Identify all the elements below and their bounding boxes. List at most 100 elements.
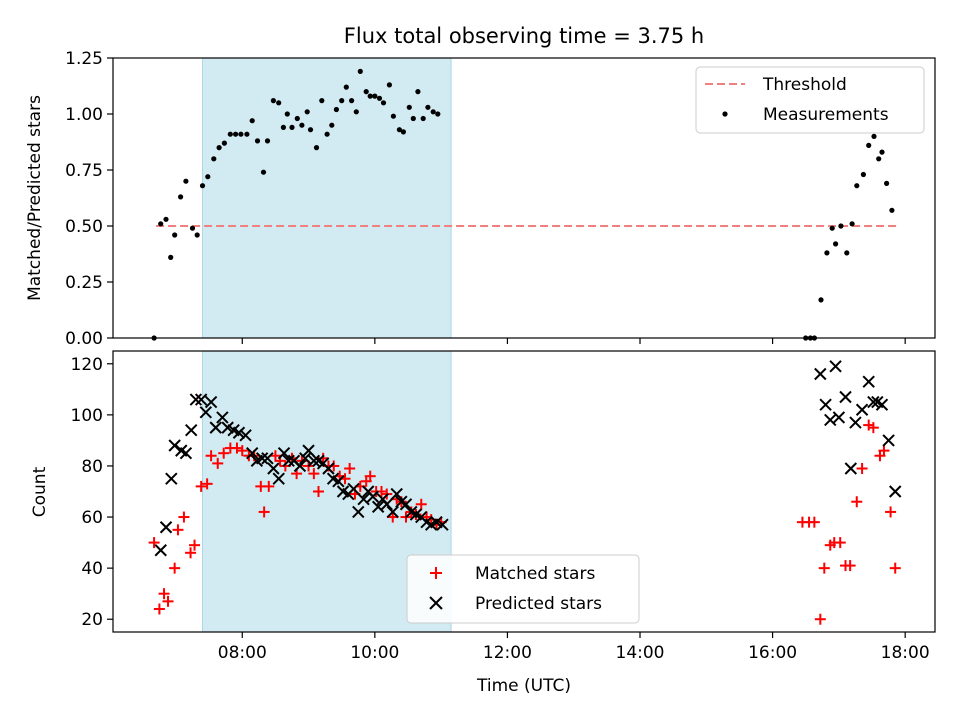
matched-star-point-9: [195, 480, 207, 492]
predicted-star-point-19: [255, 452, 269, 465]
top-y-axis-label: Matched/Predicted stars: [25, 95, 45, 301]
top-y-axis: 0.00 0.25 0.50 0.75 1.00 1.25: [65, 49, 113, 349]
measurement-point-18: [249, 118, 255, 124]
measurement-point-36: [339, 98, 345, 104]
measurement-point-34: [329, 122, 335, 128]
predicted-star-point-7: [189, 393, 203, 406]
measurement-point-41: [363, 89, 369, 95]
measurement-point-55: [430, 109, 436, 115]
x-tick-label-1: 10:00: [350, 643, 399, 663]
matched-star-point-8: [189, 539, 201, 551]
measurement-point-49: [400, 129, 406, 135]
predicted-star-point-48: [399, 498, 413, 511]
predicted-star-point-22: [272, 472, 285, 485]
measurement-point-24: [280, 124, 286, 130]
predicted-star-point-34: [332, 475, 345, 488]
measurement-point-68: [860, 171, 867, 178]
bottom-panel: 20 40 60 80 100 120 08:00 10:00 12:00 14:00 16:00…: [30, 350, 936, 696]
predicted-star-point-62: [844, 462, 858, 475]
predicted-star-point-2: [165, 472, 178, 485]
matched-star-point-4: [169, 562, 181, 574]
measurement-point-60: [818, 297, 824, 303]
predicted-star-point-63: [849, 416, 862, 429]
matched-star-point-15: [231, 442, 243, 454]
measurement-point-22: [270, 98, 276, 104]
measurement-point-54: [425, 104, 431, 110]
measurement-point-69: [866, 142, 872, 148]
measurement-point-6: [183, 178, 189, 184]
measurement-point-51: [410, 115, 416, 122]
measurement-point-70: [871, 133, 877, 139]
predicted-star-point-66: [867, 395, 880, 409]
top-x-ticks: [241, 338, 906, 344]
bottom-legend: Matched stars Predicted stars: [406, 554, 640, 624]
bottom-legend-box: [406, 554, 640, 624]
matched-star-point-12: [212, 457, 224, 469]
predicted-star-point-45: [386, 505, 399, 519]
matched-star-point-5: [172, 524, 184, 536]
bottom-y-tick-label-4: 100: [71, 406, 103, 426]
measurement-point-38: [349, 98, 355, 104]
top-y-tick-label-1: 0.25: [65, 273, 103, 293]
bottom-plot-frame: [112, 350, 936, 633]
predicted-star-point-55: [436, 518, 449, 531]
predicted-star-point-59: [829, 360, 842, 373]
matched-star-point-71: [885, 506, 897, 518]
x-tick-label-0: 08:00: [218, 643, 267, 663]
predicted-star-point-23: [277, 446, 291, 460]
measurement-point-26: [289, 124, 295, 130]
measurement-point-43: [372, 93, 378, 99]
measurement-point-20: [260, 169, 267, 175]
predicted-star-point-57: [819, 398, 832, 411]
predicted-star-point-20: [261, 452, 274, 465]
measurement-point-12: [216, 145, 222, 151]
matched-star-point-59: [818, 562, 830, 574]
measurement-point-25: [284, 111, 290, 117]
predicted-star-point-28: [302, 444, 315, 457]
predicted-star-point-65: [862, 375, 875, 388]
measurement-point-40: [357, 68, 363, 74]
measurement-point-8: [194, 232, 200, 238]
predicted-star-point-39: [357, 492, 370, 506]
top-y-tick-label-4: 1.00: [65, 105, 103, 125]
measurement-point-61: [824, 250, 830, 256]
x-tick-label-4: 16:00: [748, 643, 797, 663]
matched-star-point-40: [364, 470, 376, 482]
measurement-point-30: [307, 127, 314, 133]
legend-measurements-swatch: [722, 111, 728, 117]
measurement-point-29: [304, 109, 310, 115]
measurement-point-33: [324, 131, 330, 137]
measurement-point-53: [420, 115, 426, 122]
bottom-y-tick-label-1: 40: [81, 559, 103, 579]
predicted-star-point-24: [282, 454, 295, 468]
matched-star-point-7: [185, 547, 197, 559]
legend-matched-label: Matched stars: [475, 564, 595, 584]
measurement-point-17: [244, 131, 250, 137]
predicted-star-point-42: [371, 500, 385, 514]
measurement-point-63: [833, 241, 839, 247]
matched-star-point-16: [236, 445, 248, 457]
measurement-point-48: [396, 127, 402, 133]
predicted-star-point-15: [232, 426, 246, 439]
matched-star-point-3: [162, 595, 174, 607]
measurement-point-47: [390, 113, 396, 119]
measurement-point-74: [889, 207, 895, 213]
matched-star-point-68: [867, 422, 879, 434]
measurement-point-11: [211, 156, 217, 162]
x-tick-label-5: 18:00: [881, 643, 930, 663]
measurement-point-64: [838, 223, 844, 229]
predicted-star-point-41: [366, 490, 380, 503]
predicted-star-point-21: [267, 462, 280, 475]
matched-star-point-65: [851, 496, 863, 508]
legend-predicted-swatch: [429, 596, 443, 610]
bottom-y-axis-label: Count: [30, 466, 50, 517]
bottom-x-axis: 08:00 10:00 12:00 14:00 16:00 18:00: [218, 632, 930, 663]
measurement-point-7: [189, 225, 196, 231]
chart-title: Flux total observing time = 3.75 h: [344, 24, 704, 48]
matched-star-point-21: [263, 480, 275, 492]
predicted-star-point-12: [216, 411, 229, 424]
predicted-star-point-16: [239, 429, 252, 442]
measurement-point-42: [367, 93, 373, 99]
top-observing-span: [202, 57, 452, 339]
matched-star-point-0: [148, 537, 160, 549]
